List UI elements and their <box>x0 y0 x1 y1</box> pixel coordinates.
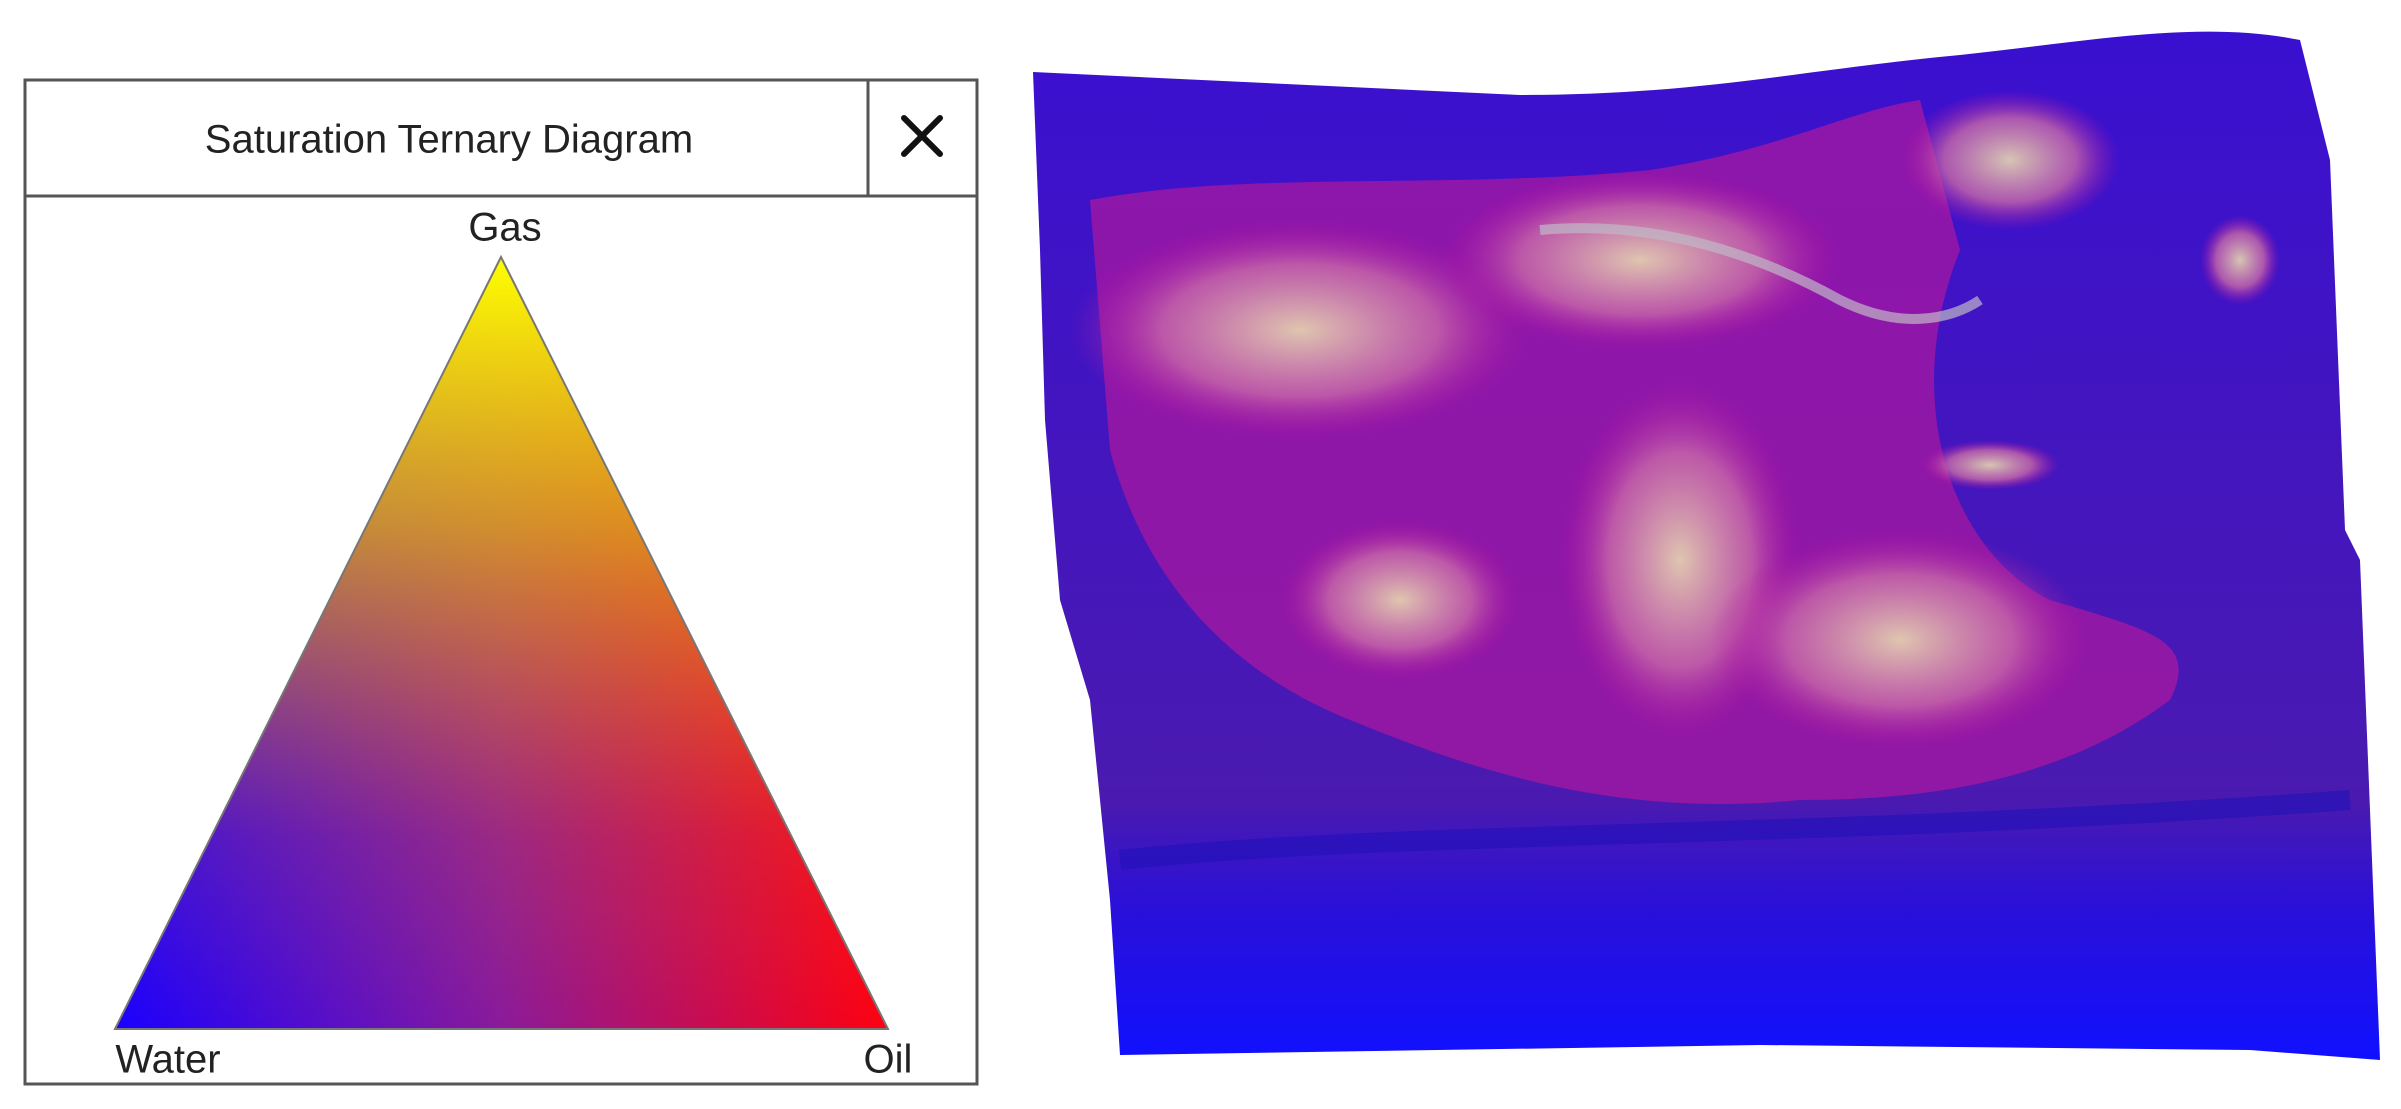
vertex-label-oil: Oil <box>864 1038 913 1082</box>
saturation-blob <box>1920 440 2060 490</box>
saturation-blob <box>1710 530 2090 750</box>
surface-layer <box>1118 790 2351 870</box>
saturation-blob <box>1440 170 1840 350</box>
vertex-label-water: Water <box>115 1038 220 1082</box>
ternary-panel: Saturation Ternary Diagram Gas Water Oil <box>23 78 979 1086</box>
reservoir-view <box>1033 31 2380 1060</box>
vertex-label-gas: Gas <box>468 206 541 250</box>
saturation-blob <box>2200 215 2280 305</box>
surface-fold <box>1539 223 1983 324</box>
saturation-blob <box>1280 520 1520 680</box>
panel-title: Saturation Ternary Diagram <box>205 118 693 162</box>
saturation-blob <box>1900 90 2120 230</box>
saturation-blob <box>1070 220 1530 440</box>
close-button[interactable] <box>901 115 943 157</box>
ternary-gas-gradient <box>113 254 890 1030</box>
